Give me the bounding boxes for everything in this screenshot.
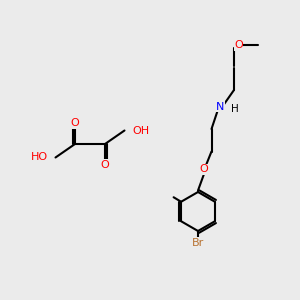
Text: Br: Br	[192, 238, 204, 248]
Text: O: O	[234, 40, 243, 50]
Text: OH: OH	[132, 125, 149, 136]
Text: HO: HO	[31, 152, 48, 163]
Text: O: O	[70, 118, 80, 128]
Text: N: N	[216, 101, 225, 112]
Text: O: O	[100, 160, 109, 170]
Text: O: O	[200, 164, 208, 175]
Text: H: H	[231, 104, 239, 114]
